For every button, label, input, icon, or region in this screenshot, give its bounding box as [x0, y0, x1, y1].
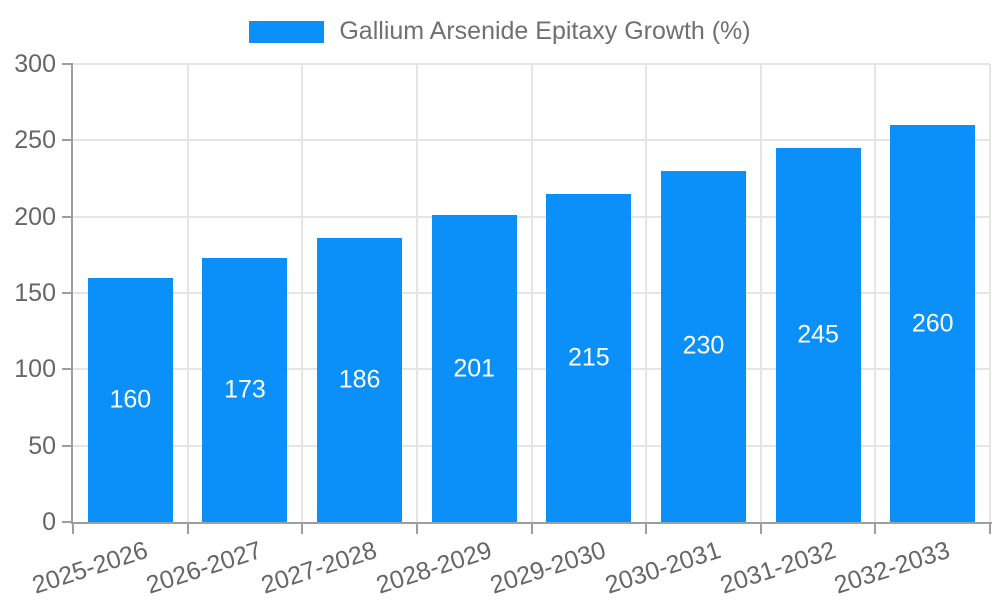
y-axis-tick: [62, 139, 73, 142]
y-axis-label: 100: [14, 355, 56, 384]
bar[interactable]: 201: [431, 215, 517, 522]
x-axis-tick: [759, 522, 762, 534]
y-axis-tick: [62, 444, 73, 447]
y-axis-line: [71, 64, 73, 522]
y-axis-tick: [62, 521, 73, 523]
bar-value-label: 186: [338, 365, 381, 394]
v-gridline: [186, 64, 189, 522]
bar[interactable]: 160: [87, 277, 173, 522]
bar-value-label: 215: [567, 343, 610, 372]
y-axis-label: 300: [14, 50, 56, 78]
v-gridline: [874, 64, 877, 522]
x-axis-label: 2032-2033: [830, 536, 954, 600]
bar[interactable]: 186: [317, 238, 403, 522]
legend-label: Gallium Arsenide Epitaxy Growth (%): [339, 17, 751, 45]
bar[interactable]: 245: [775, 147, 861, 522]
v-gridline: [989, 64, 991, 522]
x-axis-label: 2026-2027: [143, 536, 266, 600]
y-axis-tick: [62, 292, 73, 294]
bar[interactable]: 215: [546, 193, 632, 522]
x-axis-label: 2028-2029: [372, 536, 495, 600]
y-axis-label: 200: [14, 202, 56, 231]
x-axis-label: 2029-2030: [487, 536, 610, 600]
x-axis-tick: [530, 522, 533, 534]
y-axis-label: 250: [14, 126, 56, 155]
y-axis-label: 0: [42, 508, 56, 536]
v-gridline: [301, 64, 304, 522]
x-axis-label: 2027-2028: [257, 536, 381, 600]
bar[interactable]: 260: [890, 125, 976, 522]
v-gridline: [415, 64, 418, 522]
bar-value-label: 201: [453, 354, 496, 383]
v-gridline: [530, 64, 533, 522]
chart-legend[interactable]: Gallium Arsenide Epitaxy Growth (%): [0, 17, 1000, 46]
x-axis-label: 2031-2032: [716, 536, 839, 600]
x-axis-tick: [301, 522, 304, 534]
x-axis-tick: [415, 522, 418, 534]
y-axis-tick: [62, 63, 73, 65]
legend-swatch: [249, 20, 325, 43]
x-axis-line: [71, 522, 992, 524]
y-axis-label: 150: [14, 279, 56, 307]
bar-value-label: 160: [109, 385, 152, 414]
v-gridline: [759, 64, 762, 522]
y-axis-label: 50: [28, 431, 56, 460]
v-gridline: [645, 64, 648, 522]
bar[interactable]: 173: [202, 257, 288, 522]
x-axis-tick: [186, 522, 189, 534]
bar[interactable]: 230: [660, 170, 746, 522]
x-axis-tick: [874, 522, 877, 534]
bar-value-label: 173: [224, 375, 266, 404]
x-axis-tick: [645, 522, 648, 534]
bar-value-label: 230: [682, 331, 725, 360]
y-axis-tick: [62, 215, 73, 218]
x-axis-tick: [989, 522, 991, 534]
x-axis-tick: [72, 522, 74, 534]
y-axis-tick: [62, 368, 73, 371]
bar-value-label: 245: [797, 320, 839, 349]
x-axis-label: 2025-2026: [28, 536, 151, 600]
bar-value-label: 260: [911, 309, 954, 338]
x-axis-label: 2030-2031: [601, 536, 725, 600]
